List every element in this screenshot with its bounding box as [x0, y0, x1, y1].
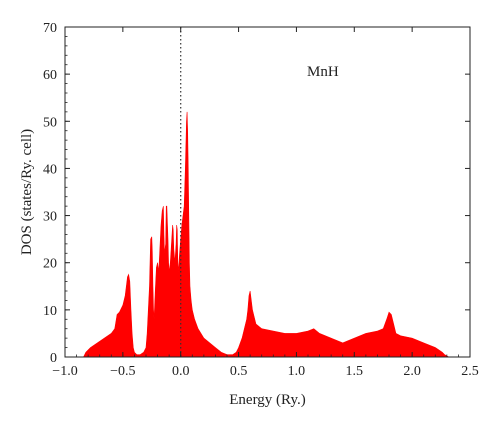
x-tick-label: 2.5 — [461, 364, 479, 379]
y-tick-label: 10 — [43, 304, 57, 319]
dos-area-series-0 — [83, 111, 450, 358]
y-tick-label: 60 — [43, 68, 57, 83]
x-axis-title: Energy (Ry.) — [229, 392, 305, 408]
x-tick-label: 2.0 — [403, 364, 421, 379]
x-tick-label: 0.0 — [172, 364, 190, 379]
y-tick-label: 70 — [43, 21, 57, 36]
y-tick-label: 50 — [43, 115, 57, 130]
x-tick-label: 1.0 — [288, 364, 306, 379]
y-axis-title: DOS (states/Ry. cell) — [19, 129, 35, 255]
x-tick-label: 0.5 — [230, 364, 248, 379]
y-tick-label: 30 — [43, 210, 57, 225]
y-tick-label: 20 — [43, 257, 57, 272]
plot-area — [83, 27, 450, 358]
y-tick-label: 40 — [43, 162, 57, 177]
x-tick-label: −0.5 — [110, 364, 135, 379]
x-tick-label: −1.0 — [52, 364, 77, 379]
axes: −1.0 −0.5 0.0 0.5 1.0 1.5 2.0 2.5 0 10 20 30 40 50 60 7… — [43, 21, 479, 379]
x-tick-label: 1.5 — [346, 364, 364, 379]
y-tick-label: 0 — [50, 351, 57, 366]
plot-frame — [64, 26, 471, 358]
chart-annotation: MnH — [307, 64, 339, 80]
